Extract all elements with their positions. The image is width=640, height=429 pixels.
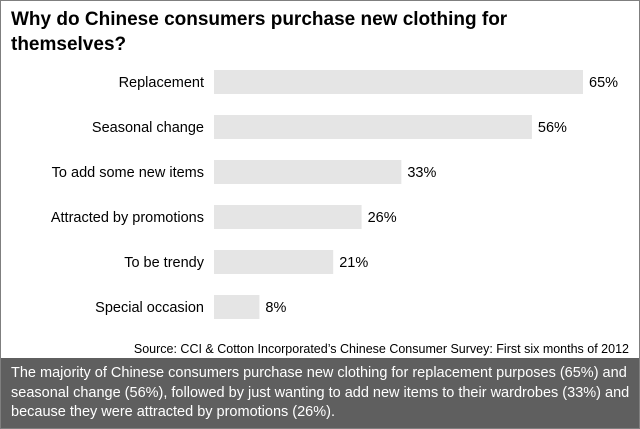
chart-title: Why do Chinese consumers purchase new cl…: [11, 9, 508, 55]
value-label-1: 56%: [538, 120, 567, 136]
category-label-4: To be trendy: [124, 255, 205, 271]
source-note: Source: CCI & Cotton Incorporated’s Chin…: [133, 342, 629, 356]
bar-3: [214, 205, 362, 229]
caption-text: The majority of Chinese consumers purcha…: [11, 365, 630, 420]
bar-5: [214, 295, 260, 319]
bar-0: [214, 70, 583, 94]
category-label-5: Special occasion: [95, 300, 204, 316]
value-label-4: 21%: [339, 255, 368, 271]
value-label-3: 26%: [368, 210, 397, 226]
bar-chart: Replacement 65% Seasonal change 56% To add s…: [51, 70, 618, 319]
category-label-1: Seasonal change: [92, 120, 204, 136]
category-label-2: To add some new items: [52, 165, 204, 181]
value-label-0: 65%: [589, 75, 618, 91]
value-label-2: 33%: [407, 165, 436, 181]
category-label-3: Attracted by promotions: [51, 210, 204, 226]
bar-1: [214, 115, 532, 139]
category-label-0: Replacement: [119, 75, 204, 91]
value-label-5: 8%: [265, 300, 286, 316]
bar-2: [214, 160, 402, 184]
caption-box: The majority of Chinese consumers purcha…: [1, 358, 639, 428]
bar-4: [214, 250, 334, 274]
